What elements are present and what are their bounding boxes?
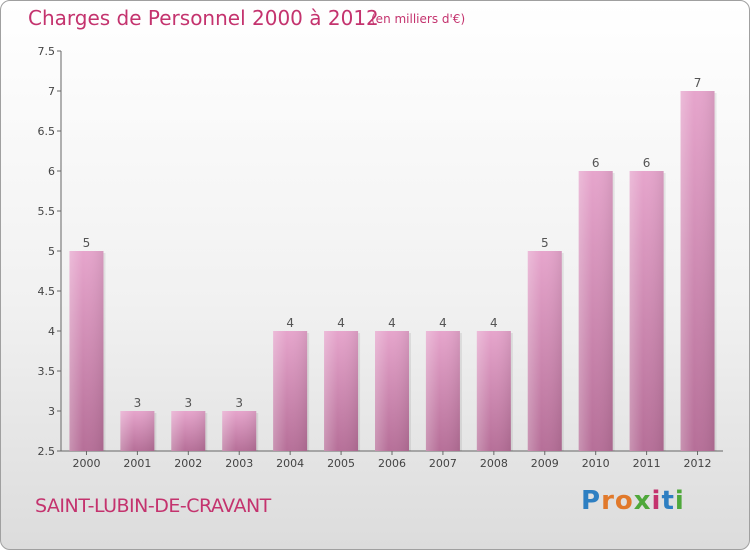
- data-label: 4: [388, 316, 396, 330]
- data-label: 4: [286, 316, 294, 330]
- bars: [69, 91, 717, 451]
- data-label: 4: [439, 316, 447, 330]
- bar-highlight: [120, 411, 155, 451]
- bar-highlight: [69, 251, 104, 451]
- x-tick-label: 2003: [225, 457, 253, 470]
- axes: 2.5 3 3.5 4 4.5 5 5.5 6 6.5 7 7.5 2000 2001 2002 2003 2…: [38, 45, 723, 470]
- y-tick-label: 5: [48, 245, 55, 258]
- y-tick-label: 6.5: [38, 125, 56, 138]
- x-tick-label: 2010: [582, 457, 610, 470]
- proxiti-logo[interactable]: Proxiti: [581, 486, 685, 516]
- y-tick-label: 3.5: [38, 365, 56, 378]
- bar-highlight: [171, 411, 206, 451]
- bar-highlight: [680, 91, 715, 451]
- y-tick-label: 7: [48, 85, 55, 98]
- data-label: 6: [592, 156, 600, 170]
- x-tick-label: 2008: [480, 457, 508, 470]
- data-label: 7: [694, 76, 702, 90]
- bar-highlight: [578, 171, 613, 451]
- x-tick-label: 2001: [123, 457, 151, 470]
- bar-highlight: [425, 331, 460, 451]
- place-name: SAINT-LUBIN-DE-CRAVANT: [35, 495, 271, 517]
- data-label: 5: [541, 236, 549, 250]
- y-tick-label: 4: [48, 325, 55, 338]
- data-label: 5: [83, 236, 91, 250]
- bar-highlight: [476, 331, 511, 451]
- bar-highlight: [375, 331, 409, 451]
- data-label: 4: [337, 316, 345, 330]
- data-labels: 5 3 3 3 4 4 4 4 4 5 6 6 7: [83, 76, 702, 410]
- x-tick-label: 2007: [429, 457, 457, 470]
- bar-highlight: [527, 251, 562, 451]
- x-tick-label: 2000: [72, 457, 100, 470]
- x-tick-label: 2005: [327, 457, 355, 470]
- y-tick-label: 5.5: [38, 205, 56, 218]
- bar-highlight: [324, 331, 359, 451]
- x-tick-label: 2006: [378, 457, 406, 470]
- y-tick-label: 3: [48, 405, 55, 418]
- x-tick-label: 2012: [684, 457, 712, 470]
- y-tick-label: 2.5: [38, 445, 56, 458]
- x-tick-label: 2011: [633, 457, 661, 470]
- data-label: 4: [490, 316, 498, 330]
- bar-highlight: [629, 171, 664, 451]
- y-tick-label: 7.5: [38, 45, 56, 58]
- data-label: 6: [643, 156, 651, 170]
- bar-highlight: [273, 331, 308, 451]
- bar-highlight: [222, 411, 257, 451]
- x-tick-label: 2009: [531, 457, 559, 470]
- data-label: 3: [184, 396, 192, 410]
- x-tick-label: 2004: [276, 457, 304, 470]
- y-tick-label: 6: [48, 165, 55, 178]
- chart-title: Charges de Personnel 2000 à 2012: [28, 6, 379, 30]
- data-label: 3: [134, 396, 142, 410]
- y-tick-label: 4.5: [38, 285, 56, 298]
- data-label: 3: [235, 396, 243, 410]
- x-tick-label: 2002: [174, 457, 202, 470]
- chart-subtitle: (en milliers d'€): [371, 12, 466, 26]
